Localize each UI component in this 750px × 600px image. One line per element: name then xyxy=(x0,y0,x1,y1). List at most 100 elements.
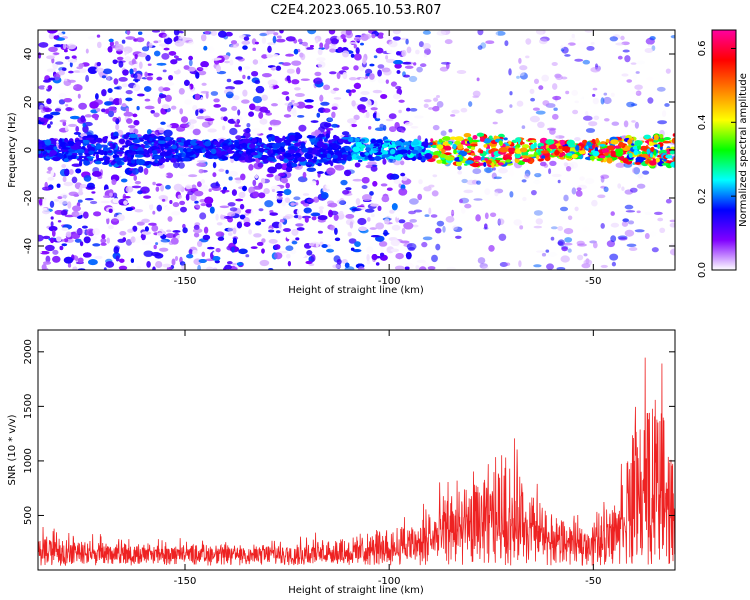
spectrogram-cell xyxy=(534,78,539,85)
spectrogram-signal-cell xyxy=(395,155,402,161)
spectrogram-cell xyxy=(121,83,128,88)
spectrogram-cell xyxy=(210,91,219,96)
spectrogram-cell xyxy=(138,166,144,173)
spectrogram-cell xyxy=(258,192,266,199)
spectrogram-cell xyxy=(42,235,51,240)
spectrogram-cell xyxy=(71,55,77,59)
spectrogram-cell xyxy=(626,79,632,83)
spectrogram-signal-cell xyxy=(45,146,54,151)
spectrogram-cell xyxy=(170,237,179,245)
spectrogram-signal-cell xyxy=(519,147,528,153)
spectrogram-signal-cell xyxy=(366,147,372,152)
spectrogram-cell xyxy=(147,63,152,66)
spectrogram-cell xyxy=(636,210,641,214)
spectrogram-cell xyxy=(225,31,233,37)
spectrogram-cell xyxy=(413,62,417,66)
spectrogram-cell xyxy=(422,43,431,50)
spectrogram-cell xyxy=(248,164,254,171)
spectrogram-cell xyxy=(123,196,131,199)
spectrogram-cell xyxy=(94,255,103,259)
spectrogram-cell xyxy=(381,67,391,73)
spectrogram-cell xyxy=(68,191,79,196)
spectrogram-cell xyxy=(524,169,531,177)
spectrogram-cell xyxy=(353,65,359,71)
spectrogram-cell xyxy=(357,266,365,270)
spectrogram-cell xyxy=(108,106,117,111)
spectrogram-cell xyxy=(212,172,217,178)
spectrogram-cell xyxy=(291,60,302,66)
spectrogram-cell xyxy=(242,89,248,97)
spectrogram-cell xyxy=(597,194,606,199)
spectrogram-signal-cell xyxy=(399,149,408,154)
spectrogram-signal-cell xyxy=(628,152,633,159)
spectrogram-cell xyxy=(279,219,285,223)
spectrogram-cell xyxy=(540,36,550,42)
spectrogram-cell xyxy=(378,241,388,247)
spectrogram-cell xyxy=(141,231,151,235)
spectrogram-cell xyxy=(252,191,259,198)
spectrogram-signal-cell xyxy=(479,149,484,154)
spectrogram-cell xyxy=(436,101,444,108)
spectrogram-cell xyxy=(275,230,281,234)
spectrogram-cell xyxy=(146,261,151,268)
spectrogram-cell xyxy=(413,209,423,213)
spectrogram-cell xyxy=(220,107,228,112)
spectrogram-cell xyxy=(340,205,350,211)
spectrogram-cell xyxy=(564,54,571,57)
spectrogram-cell xyxy=(333,165,341,169)
spectrogram-cell xyxy=(546,263,554,270)
spectrogram-cell xyxy=(483,167,494,173)
spectrogram-signal-cell xyxy=(94,160,102,165)
spectrogram-cell xyxy=(497,218,505,225)
spectrogram-cell xyxy=(108,208,113,213)
spectrogram-cell xyxy=(201,82,207,86)
spectrogram-cell xyxy=(68,123,77,127)
spectrogram-signal-cell xyxy=(657,144,661,149)
spectrogram-cell xyxy=(325,184,331,189)
spectrogram-cell xyxy=(563,228,574,235)
spectrogram-cell xyxy=(490,212,497,218)
spectrogram-signal-cell xyxy=(646,148,651,155)
spectrogram-cell xyxy=(84,114,92,118)
spectrogram-cell xyxy=(618,237,628,241)
spectrogram-cell xyxy=(264,109,271,114)
spectrogram-cell xyxy=(187,174,198,178)
spectrogram-cell xyxy=(47,166,53,171)
spectrogram-cell xyxy=(484,212,489,220)
spectrogram-cell xyxy=(552,95,562,101)
spectrogram-signal-cell xyxy=(436,159,443,164)
spectrogram-cell xyxy=(286,253,291,259)
spectrogram-cell xyxy=(165,233,176,239)
spectrogram-cell xyxy=(65,231,72,238)
spectrogram-signal-cell xyxy=(421,141,429,147)
spectrogram-cell xyxy=(247,75,251,80)
spectrogram-cell xyxy=(431,254,438,263)
spectrogram-signal-cell xyxy=(160,146,165,152)
spectrogram-cell xyxy=(354,241,361,248)
spectrogram-signal-cell xyxy=(169,139,173,146)
spectrogram-cell xyxy=(590,66,601,73)
spectrogram-cell xyxy=(161,104,170,110)
spectrogram-cell xyxy=(602,96,612,105)
spectrogram-cell xyxy=(463,189,474,194)
spectrogram-cell xyxy=(557,179,561,184)
spectrogram-cell xyxy=(595,63,598,70)
spectrogram-cell xyxy=(435,227,442,234)
spectrogram-cell xyxy=(603,92,608,96)
spectrogram-cell xyxy=(533,264,542,268)
spectrogram-cell xyxy=(187,85,191,91)
spectrogram-cell xyxy=(367,217,371,222)
spectrogram-cell xyxy=(162,263,172,268)
spectrogram-cell xyxy=(452,225,458,230)
spectrogram-cell xyxy=(509,104,513,108)
spectrogram-cell xyxy=(626,243,637,247)
spectrogram-cell xyxy=(138,61,143,69)
spectrogram-cell xyxy=(370,107,378,111)
spectrogram-cell xyxy=(192,105,198,111)
spectrogram-cell xyxy=(634,229,645,233)
spectrogram-cell xyxy=(200,90,210,94)
spectrogram-cell xyxy=(257,162,264,168)
spectrogram-cell xyxy=(188,59,193,67)
spectrogram-cell xyxy=(254,79,261,85)
